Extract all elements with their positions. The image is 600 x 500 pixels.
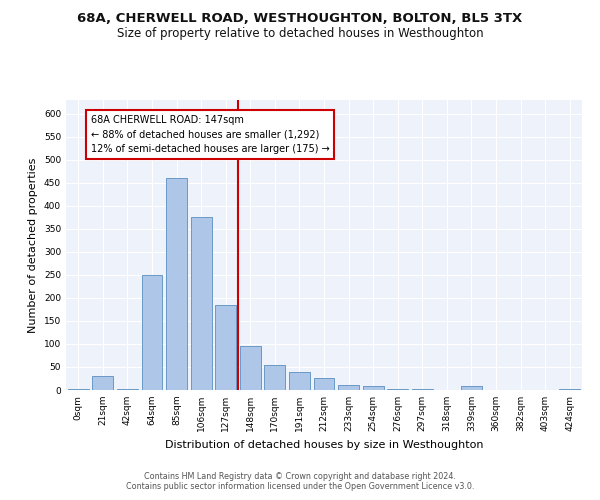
Bar — [412, 389, 433, 390]
Text: Contains HM Land Registry data © Crown copyright and database right 2024.: Contains HM Land Registry data © Crown c… — [144, 472, 456, 481]
Bar — [92, 376, 113, 390]
Bar — [289, 372, 310, 390]
Bar — [142, 275, 163, 390]
Bar — [362, 386, 383, 390]
Bar — [215, 305, 236, 390]
Bar — [68, 389, 89, 390]
Bar — [338, 386, 359, 390]
Bar — [166, 178, 187, 390]
Bar — [117, 389, 138, 390]
Bar — [240, 346, 261, 390]
Bar — [461, 386, 482, 390]
X-axis label: Distribution of detached houses by size in Westhoughton: Distribution of detached houses by size … — [165, 440, 483, 450]
Bar — [314, 378, 334, 390]
Bar — [559, 389, 580, 390]
Text: Size of property relative to detached houses in Westhoughton: Size of property relative to detached ho… — [116, 28, 484, 40]
Y-axis label: Number of detached properties: Number of detached properties — [28, 158, 38, 332]
Text: 68A, CHERWELL ROAD, WESTHOUGHTON, BOLTON, BL5 3TX: 68A, CHERWELL ROAD, WESTHOUGHTON, BOLTON… — [77, 12, 523, 26]
Bar — [265, 364, 286, 390]
Bar — [191, 218, 212, 390]
Text: Contains public sector information licensed under the Open Government Licence v3: Contains public sector information licen… — [126, 482, 474, 491]
Bar — [387, 389, 408, 390]
Text: 68A CHERWELL ROAD: 147sqm
← 88% of detached houses are smaller (1,292)
12% of se: 68A CHERWELL ROAD: 147sqm ← 88% of detac… — [91, 114, 329, 154]
